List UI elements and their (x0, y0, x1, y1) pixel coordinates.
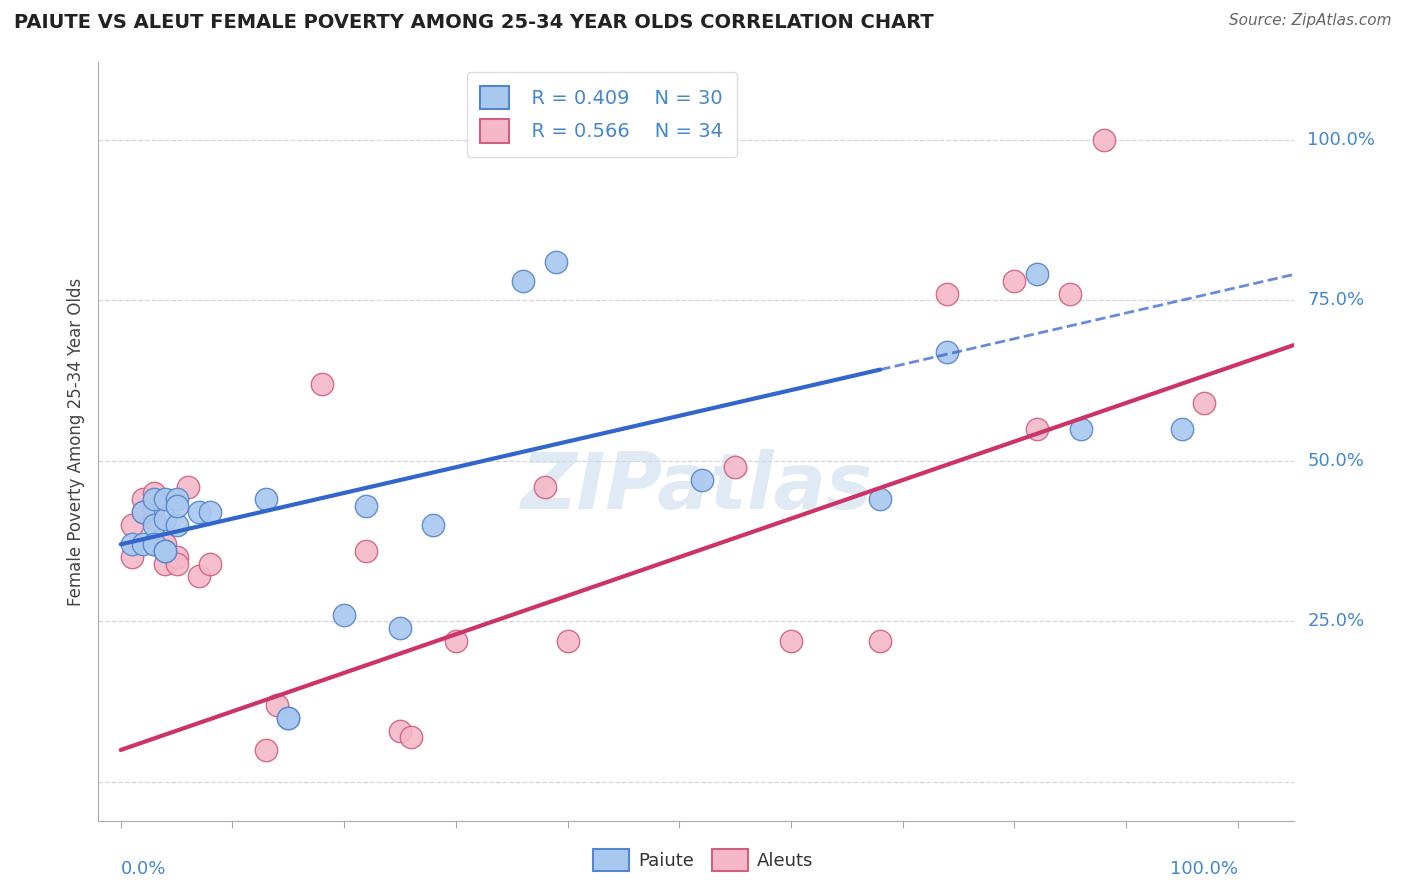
Point (1092, 132, 1115, 146)
Point (143, 537, 166, 551)
Point (155, 543, 177, 558)
Point (143, 537, 166, 551)
Point (155, 537, 177, 551)
Point (177, 479, 200, 493)
Point (132, 505, 155, 519)
Text: 75.0%: 75.0% (1308, 291, 1365, 310)
Text: 25.0%: 25.0% (1308, 613, 1365, 631)
Point (356, 543, 378, 558)
Point (254, 492, 277, 507)
Text: 100.0%: 100.0% (1170, 860, 1237, 878)
Point (780, 633, 803, 648)
Point (166, 518, 188, 533)
Point (132, 537, 155, 551)
Point (166, 550, 188, 565)
Point (121, 537, 143, 551)
Point (155, 543, 177, 558)
Point (187, 505, 209, 519)
Point (388, 621, 411, 635)
Point (266, 698, 288, 712)
Point (444, 633, 467, 648)
Point (155, 511, 177, 525)
Legend:   R = 0.409    N = 30,   R = 0.566    N = 34: R = 0.409 N = 30, R = 0.566 N = 34 (467, 72, 737, 157)
Point (557, 633, 579, 648)
Point (936, 286, 959, 301)
Point (155, 557, 177, 571)
Y-axis label: Female Poverty Among 25-34 Year Olds: Female Poverty Among 25-34 Year Olds (66, 277, 84, 606)
Point (143, 511, 166, 525)
Point (1002, 274, 1025, 288)
Point (166, 492, 188, 507)
Text: 100.0%: 100.0% (1308, 130, 1375, 149)
Point (1025, 268, 1047, 282)
Point (333, 607, 356, 622)
Point (1171, 422, 1194, 436)
Point (187, 569, 209, 583)
Point (388, 723, 411, 738)
Point (155, 543, 177, 558)
Point (690, 473, 713, 487)
Point (155, 492, 177, 507)
Point (143, 486, 166, 500)
Text: Source: ZipAtlas.com: Source: ZipAtlas.com (1229, 13, 1392, 29)
Point (121, 518, 143, 533)
Point (356, 499, 378, 513)
Point (143, 518, 166, 533)
Text: 0.0%: 0.0% (121, 860, 166, 878)
Point (277, 711, 299, 725)
Point (198, 505, 221, 519)
Point (512, 274, 534, 288)
Point (254, 743, 277, 757)
Point (277, 711, 299, 725)
Point (166, 499, 188, 513)
Point (936, 344, 959, 359)
Point (399, 730, 422, 744)
Text: PAIUTE VS ALEUT FEMALE POVERTY AMONG 25-34 YEAR OLDS CORRELATION CHART: PAIUTE VS ALEUT FEMALE POVERTY AMONG 25-… (14, 13, 934, 32)
Point (132, 505, 155, 519)
Point (121, 550, 143, 565)
Point (311, 376, 333, 391)
Point (1070, 422, 1092, 436)
Point (724, 460, 747, 475)
Point (546, 254, 568, 268)
Point (198, 557, 221, 571)
Point (143, 492, 166, 507)
Point (869, 633, 891, 648)
Point (166, 557, 188, 571)
Point (143, 499, 166, 513)
Point (869, 492, 891, 507)
Point (422, 518, 444, 533)
Point (1059, 286, 1081, 301)
Point (1025, 422, 1047, 436)
Point (534, 479, 557, 493)
Point (132, 492, 155, 507)
Legend: Paiute, Aleuts: Paiute, Aleuts (585, 842, 821, 879)
Text: 50.0%: 50.0% (1308, 452, 1364, 470)
Text: ZIPatlas: ZIPatlas (520, 449, 872, 525)
Point (1192, 396, 1215, 410)
